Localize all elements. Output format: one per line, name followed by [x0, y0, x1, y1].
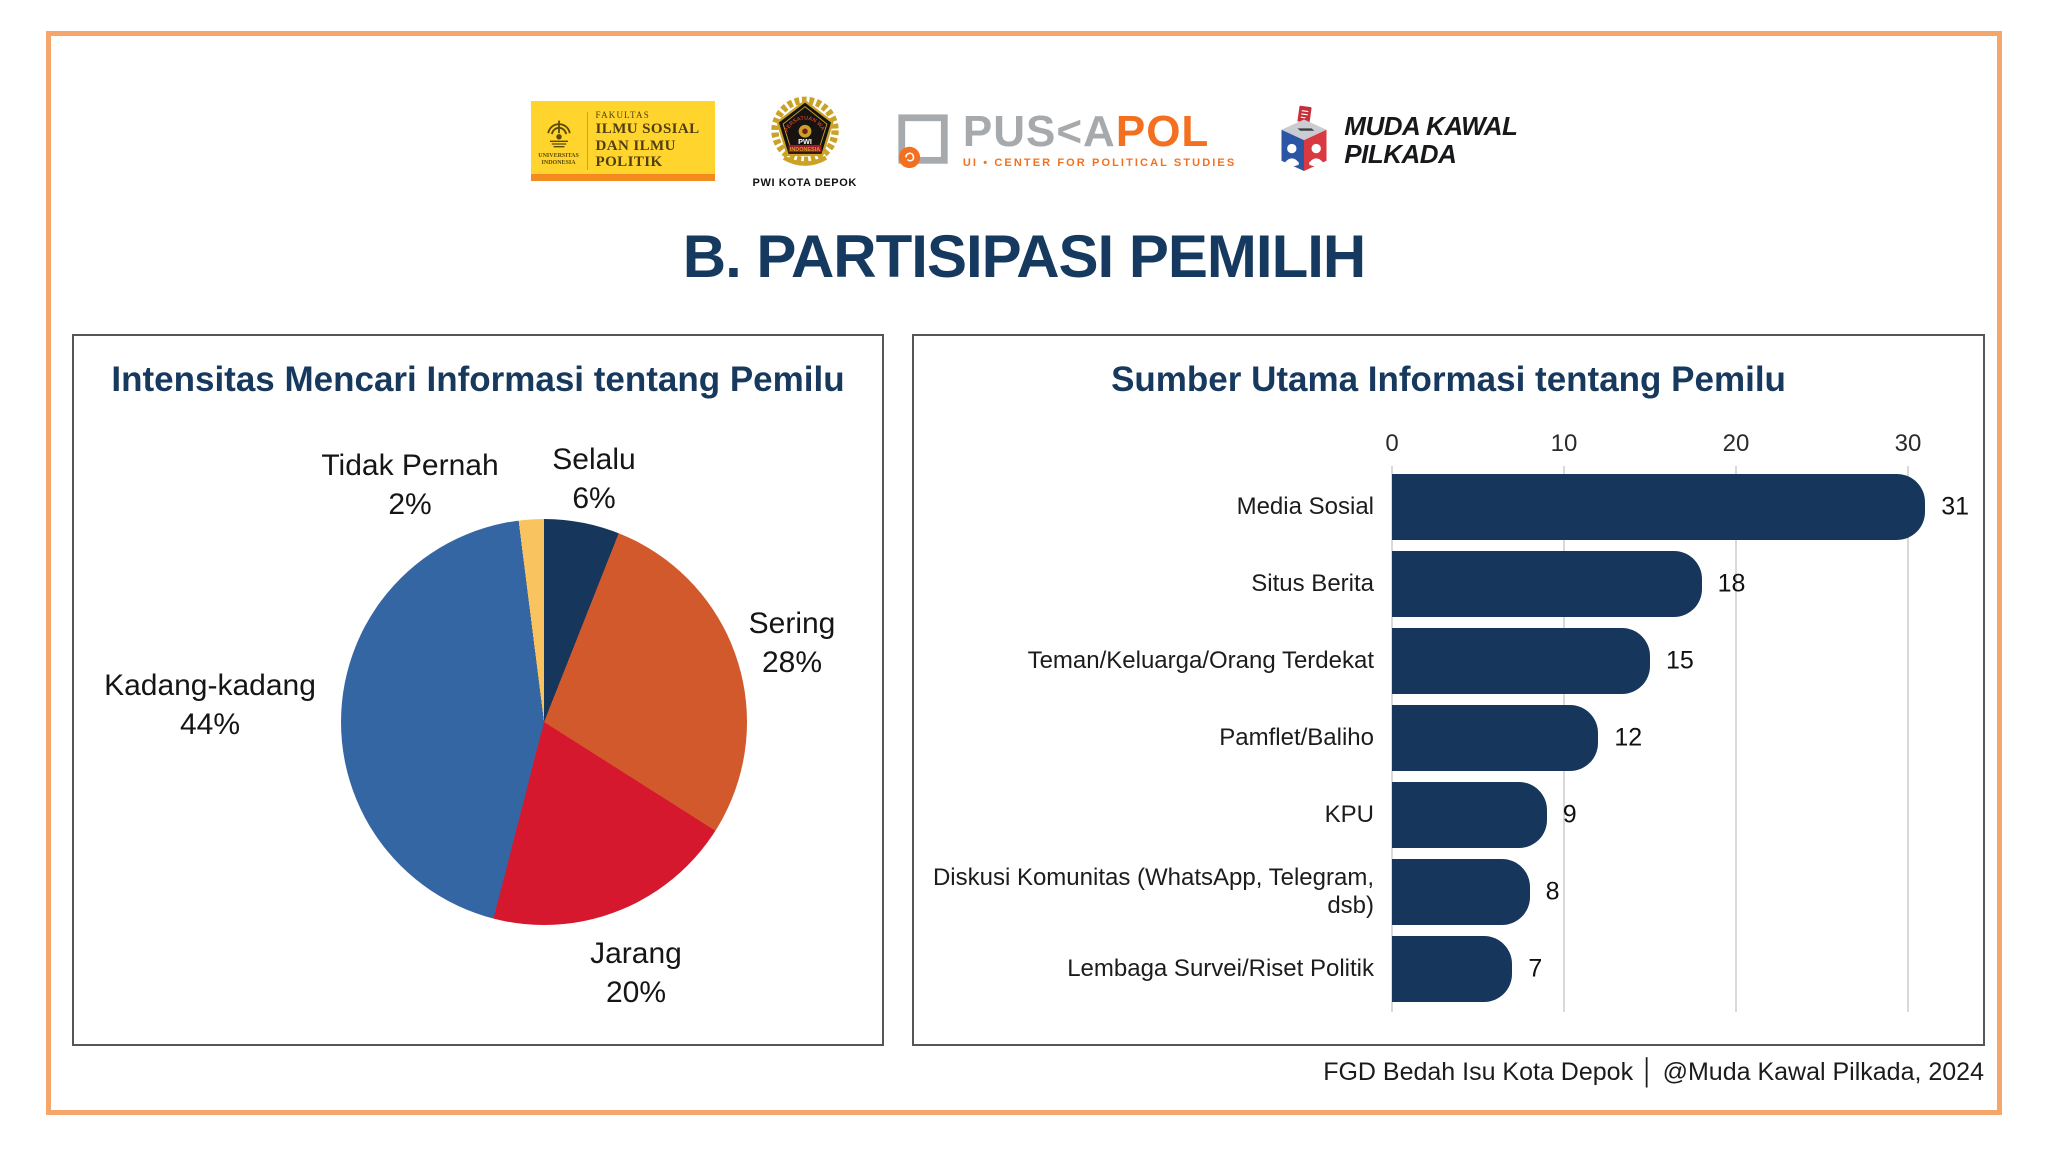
pie-slice-label: Jarang 20% [526, 934, 746, 1012]
axis-tick-label: 30 [1894, 430, 1922, 457]
bar-row: Teman/Keluarga/Orang Terdekat 15 [914, 622, 1983, 699]
bar [1392, 858, 1530, 925]
pie-panel-title: Intensitas Mencari Informasi tentang Pem… [111, 360, 845, 399]
bar [1392, 935, 1513, 1002]
bar-track: 9 [1392, 781, 1983, 848]
puskapol-logo-text: PUS<APOL UI • CENTER FOR POLITICAL STUDI… [962, 106, 1237, 170]
pie-panel: Intensitas Mencari Informasi tentang Pem… [72, 334, 884, 1046]
pie-slice-name: Jarang [590, 937, 682, 970]
bar-value-label: 31 [1941, 492, 1969, 520]
fisip-logo-text: FAKULTAS ILMU SOSIAL DAN ILMU POLITIK [588, 110, 715, 171]
pie-slice-name: Selalu [552, 443, 636, 476]
fisip-line1: ILMU SOSIAL [595, 121, 700, 138]
ui-makara-emblem: UNIVERSITAS INDONESIA [531, 114, 587, 167]
puskapol-logo: PUS<APOL UI • CENTER FOR POLITICAL STUDI… [895, 106, 1237, 171]
bar-track: 12 [1392, 704, 1983, 771]
bar [1392, 473, 1926, 540]
bar-value-label: 15 [1666, 646, 1694, 674]
bar-track: 8 [1392, 858, 1983, 925]
bar-row: Pamflet/Baliho 12 [914, 699, 1983, 776]
logo-orange-strip [530, 173, 715, 181]
fisip-line2: DAN ILMU [595, 137, 676, 154]
bar-value-label: 7 [1528, 954, 1543, 982]
bar-value-label: 9 [1562, 800, 1577, 828]
bar-panel: Sumber Utama Informasi tentang Pemilu 0 1… [912, 334, 1985, 1046]
pie-slice-value: 44% [179, 708, 241, 741]
svg-text:PWI: PWI [798, 137, 812, 146]
bar-category-label: KPU [1324, 800, 1374, 828]
bar-category-label: Teman/Keluarga/Orang Terdekat [1027, 646, 1374, 674]
logo-divider [586, 111, 588, 170]
pwi-badge-icon: PERSATUAN WARTAWAN PWI INDONESIA [764, 92, 839, 166]
bar-value-label: 12 [1614, 723, 1643, 751]
puskapol-wordmark: PUS<APOL [962, 106, 1210, 156]
bar-row: KPU 9 [914, 776, 1983, 853]
logo-strip: UNIVERSITAS INDONESIA FAKULTAS ILMU SOSI… [0, 92, 2048, 189]
svg-text:INDONESIA: INDONESIA [790, 147, 820, 153]
bar-category-label: Media Sosial [1236, 492, 1374, 520]
pie-slice-label: Selalu 6% [484, 440, 704, 518]
bar-row: Lembaga Survei/Riset Politik 7 [914, 930, 1983, 1007]
bar-category-label: Pamflet/Baliho [1219, 723, 1374, 751]
bar-category-label: Diskusi Komunitas (WhatsApp, Telegram, d… [932, 863, 1374, 919]
bar [1392, 781, 1547, 848]
pie-slice-value: 20% [605, 976, 667, 1009]
bar-value-label: 18 [1717, 569, 1746, 597]
bar-rows: Media Sosial 31 Situs Berita 18 Teman/Keluar… [914, 468, 1983, 1007]
fisip-line3: POLITIK [595, 154, 663, 171]
footer-caption: FGD Bedah Isu Kota Depok │ @Muda Kawal P… [1323, 1058, 1984, 1086]
pie-slice-name: Tidak Pernah [321, 449, 499, 482]
gridline [1735, 466, 1737, 1012]
bar-track: 18 [1392, 550, 1983, 617]
axis-tick-label: 0 [1385, 430, 1399, 457]
fisip-ui-logo: UNIVERSITAS INDONESIA FAKULTAS ILMU SOSI… [530, 100, 715, 181]
pie-slice-label: Kadang-kadang 44% [80, 666, 340, 744]
bar-track: 7 [1392, 935, 1983, 1002]
pie-slice-value: 2% [388, 488, 432, 521]
page-title: B. PARTISIPASI PEMILIH [682, 223, 1367, 290]
puskapol-subtitle: UI • CENTER FOR POLITICAL STUDIES [962, 157, 1237, 170]
bar-row: Media Sosial 31 [914, 468, 1983, 545]
makara-icon [546, 120, 571, 148]
bar-panel-title: Sumber Utama Informasi tentang Pemilu [1111, 360, 1786, 399]
bar-row: Diskusi Komunitas (WhatsApp, Telegram, d… [914, 853, 1983, 930]
pie-chart [341, 519, 747, 925]
bar-value-label: 8 [1545, 877, 1560, 905]
bar-chart: 0 10 20 30 Media Sosial 31 Situs Berita 18 Teman… [914, 430, 1983, 1030]
pie-slice-name: Kadang-kadang [104, 669, 316, 702]
gridline [1907, 466, 1909, 1012]
axis-tick-label: 20 [1722, 430, 1750, 457]
axis-tick-label: 10 [1550, 430, 1578, 457]
muda-kawal-pilkada-logo: MUDA KAWAL PILKADA [1274, 105, 1518, 177]
fakultas-label: FAKULTAS [595, 110, 650, 121]
bar-track: 31 [1392, 473, 1983, 540]
bar [1392, 550, 1702, 617]
bar-category-label: Lembaga Survei/Riset Politik [1067, 954, 1374, 982]
puskapol-frame-icon [898, 113, 948, 168]
pie-slice-label: Tidak Pernah 2% [280, 446, 540, 524]
bar-category-label: Situs Berita [1251, 569, 1374, 597]
ballot-box-icon [1281, 105, 1327, 171]
bar [1392, 627, 1650, 694]
pwi-caption: PWI KOTA DEPOK [752, 177, 857, 189]
pwi-logo: PERSATUAN WARTAWAN PWI INDONESIA PWI KOT… [753, 92, 857, 189]
slide-border [46, 31, 2002, 1115]
pie-slice-value: 6% [572, 482, 616, 515]
bar [1392, 704, 1599, 771]
bar-track: 15 [1392, 627, 1983, 694]
universitas-label: UNIVERSITAS INDONESIA [538, 153, 579, 166]
mkp-wordmark: MUDA KAWAL PILKADA [1344, 111, 1518, 169]
bar-row: Situs Berita 18 [914, 545, 1983, 622]
